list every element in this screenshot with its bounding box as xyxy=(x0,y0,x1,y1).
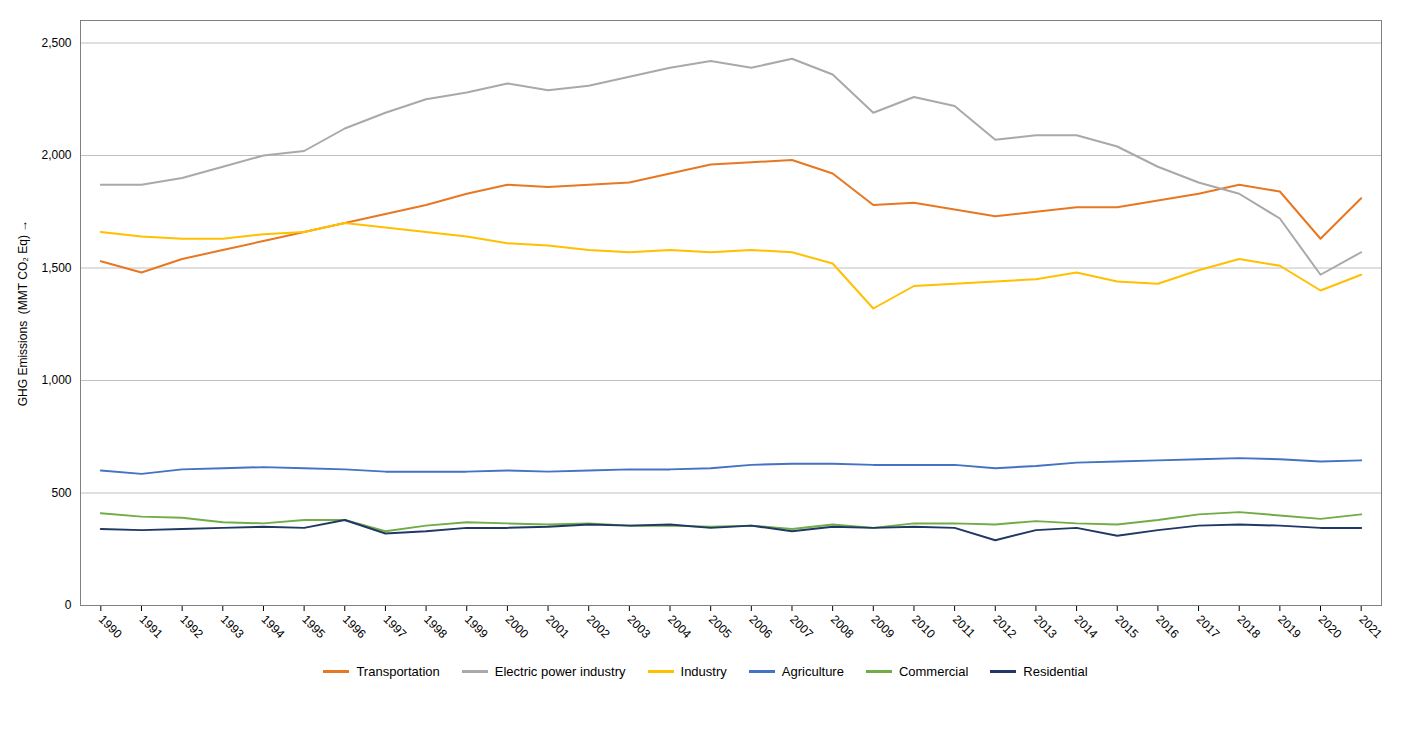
svg-text:2009: 2009 xyxy=(868,612,897,641)
svg-text:2,500: 2,500 xyxy=(41,36,71,50)
svg-text:2000: 2000 xyxy=(503,612,532,641)
svg-text:1995: 1995 xyxy=(299,612,328,641)
svg-text:2019: 2019 xyxy=(1275,612,1304,641)
svg-text:GHG Emissions (MMT CO₂ Eq) →: GHG Emissions (MMT CO₂ Eq) → xyxy=(16,220,30,406)
svg-text:2017: 2017 xyxy=(1194,612,1223,641)
svg-text:2021: 2021 xyxy=(1356,612,1385,641)
svg-text:2006: 2006 xyxy=(746,612,775,641)
html-text:Commercial: Commercial xyxy=(898,664,969,679)
svg-text:1999: 1999 xyxy=(462,612,491,641)
svg-text:1997: 1997 xyxy=(381,612,410,641)
svg-text:1998: 1998 xyxy=(421,612,450,641)
svg-text:2001: 2001 xyxy=(543,612,572,641)
html-text:Industry: Industry xyxy=(680,664,727,679)
svg-text:2010: 2010 xyxy=(909,612,938,641)
svg-text:2011: 2011 xyxy=(950,612,978,640)
svg-text:2016: 2016 xyxy=(1153,612,1182,641)
svg-text:2002: 2002 xyxy=(584,612,613,641)
svg-text:500: 500 xyxy=(51,486,71,500)
html-text:Agriculture: Agriculture xyxy=(781,664,844,679)
svg-text:2007: 2007 xyxy=(787,612,816,641)
svg-text:2012: 2012 xyxy=(990,612,1019,641)
svg-text:1996: 1996 xyxy=(340,612,369,641)
html-text:Residential: Residential xyxy=(1023,664,1088,679)
svg-text:0: 0 xyxy=(65,598,72,612)
svg-text:1,000: 1,000 xyxy=(41,373,71,387)
svg-text:2008: 2008 xyxy=(828,612,857,641)
svg-text:2,000: 2,000 xyxy=(41,148,71,162)
svg-text:1990: 1990 xyxy=(96,612,125,641)
html-text:Transportation: Transportation xyxy=(356,664,440,679)
svg-text:1,500: 1,500 xyxy=(41,261,71,275)
html-text:Electric power industry: Electric power industry xyxy=(494,664,626,679)
svg-text:2020: 2020 xyxy=(1316,612,1345,641)
svg-text:1992: 1992 xyxy=(177,612,206,641)
svg-text:1994: 1994 xyxy=(259,612,288,641)
svg-text:2015: 2015 xyxy=(1112,612,1141,641)
svg-text:2005: 2005 xyxy=(706,612,735,641)
svg-text:1993: 1993 xyxy=(218,612,247,641)
svg-text:2013: 2013 xyxy=(1031,612,1060,641)
svg-text:2004: 2004 xyxy=(665,612,694,641)
svg-text:2018: 2018 xyxy=(1234,612,1263,641)
svg-text:1991: 1991 xyxy=(137,612,166,641)
svg-text:2014: 2014 xyxy=(1072,612,1101,641)
svg-text:2003: 2003 xyxy=(625,612,654,641)
